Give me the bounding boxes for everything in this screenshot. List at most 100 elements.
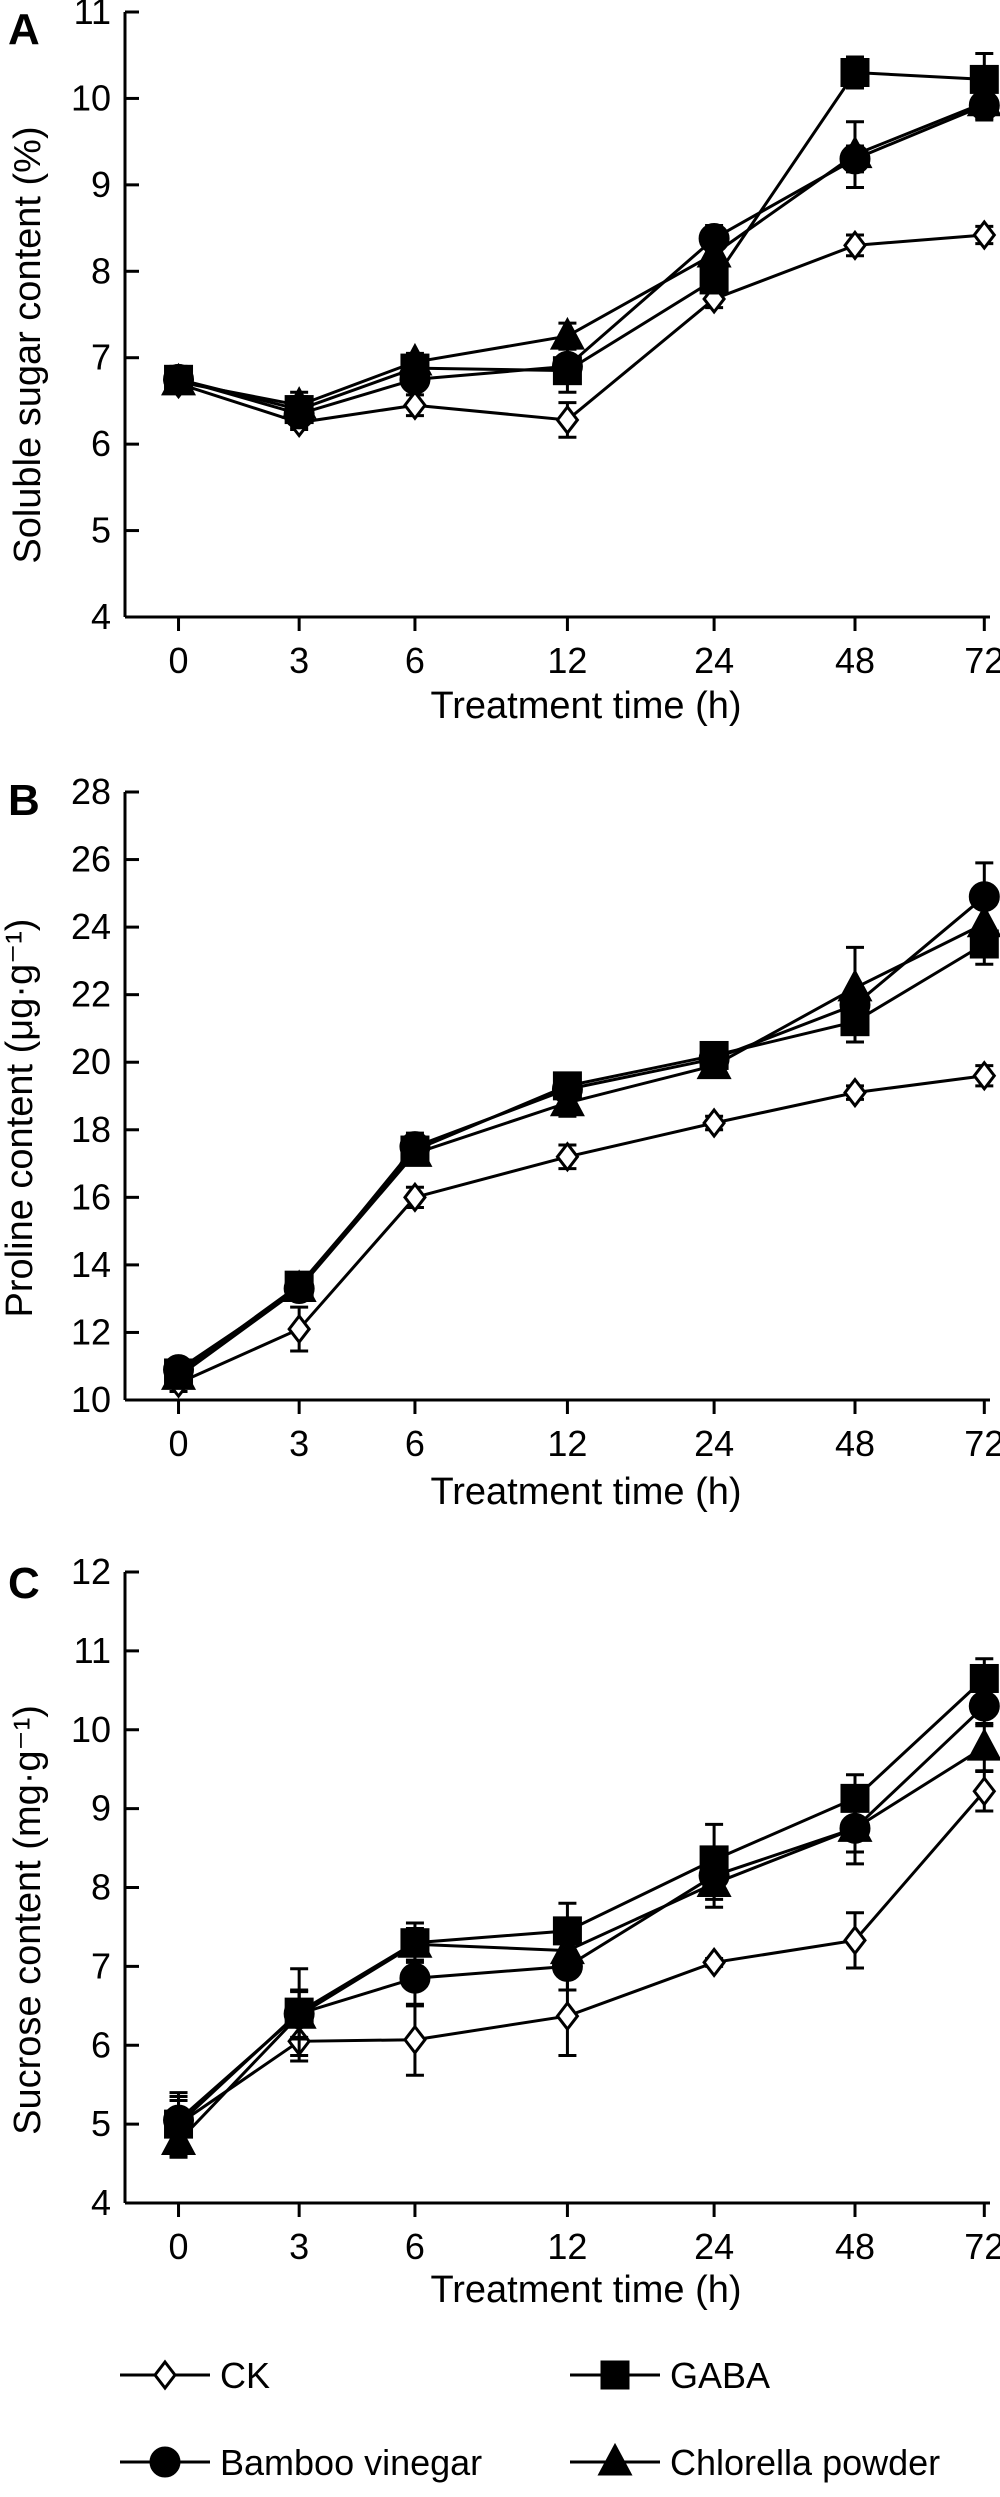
x-tick-label: 12 (547, 1423, 587, 1464)
data-point (696, 1046, 732, 1080)
data-point (966, 1727, 1000, 1761)
data-point (837, 968, 873, 1002)
data-point (843, 229, 867, 261)
data-point (551, 350, 583, 382)
y-tick-label: 8 (91, 1867, 111, 1908)
y-tick-label: 7 (91, 1945, 111, 1986)
data-point (161, 362, 197, 396)
y-tick-label: 9 (91, 1788, 111, 1829)
y-tick-label: 26 (71, 839, 111, 880)
y-tick-label: 10 (71, 1379, 111, 1420)
panel-b-x-axis-label: Treatment time (h) (430, 1471, 741, 1513)
y-tick-label: 6 (91, 423, 111, 464)
data-point (966, 904, 1000, 938)
legend-item-gaba: GABA (570, 2355, 770, 2396)
x-tick-label: 6 (405, 1423, 425, 1464)
x-tick-label: 48 (835, 1423, 875, 1464)
series-gaba (164, 1657, 999, 2150)
data-point (555, 2000, 580, 2032)
x-tick-label: 48 (835, 640, 875, 681)
series-ck (166, 1060, 997, 1399)
legend-marker (149, 2446, 181, 2478)
data-point (966, 83, 1000, 117)
legend-item-bamboo-vinegar: Bamboo vinegar (120, 2442, 482, 2483)
data-point (281, 386, 317, 419)
data-point (555, 404, 580, 436)
panel-c-label: C (8, 1559, 40, 1608)
series-chlorella-powder (161, 901, 1000, 1390)
panel-a: A 4 5 6 7 8 9 10 11 0 3 6 12 24 48 72 Treatment time (… (7, 0, 1000, 727)
x-tick-label: 48 (835, 2226, 875, 2267)
data-point (281, 1996, 317, 2029)
legend-label: Bamboo vinegar (220, 2442, 482, 2483)
data-point (972, 1060, 997, 1092)
y-tick-label: 4 (91, 596, 111, 637)
data-point (555, 1141, 580, 1173)
y-tick-label: 18 (71, 1109, 111, 1150)
panel-b-label: B (8, 776, 40, 825)
data-point (696, 234, 732, 268)
data-point (403, 2024, 427, 2056)
data-point (161, 1357, 197, 1390)
data-point (287, 1313, 312, 1345)
data-point (397, 1925, 433, 1958)
y-tick-label: 12 (71, 1551, 111, 1592)
x-tick-label: 0 (169, 1423, 189, 1464)
panel-a-x-axis-label: Treatment time (h) (430, 685, 741, 727)
data-point (699, 265, 729, 295)
y-tick-label: 24 (71, 906, 111, 947)
x-tick-label: 24 (694, 2226, 734, 2267)
data-point (702, 1946, 726, 1978)
data-point (696, 1864, 732, 1898)
data-point (972, 219, 997, 251)
panel-c-plot: 4 5 6 7 8 9 10 11 12 0 3 6 12 24 48 72 (71, 1551, 1000, 2267)
x-tick-label: 3 (289, 640, 309, 681)
data-point (403, 389, 427, 421)
y-tick-label: 10 (71, 1709, 111, 1750)
data-point (968, 1690, 1000, 1722)
data-point (549, 316, 585, 350)
panel-b-plot: 10 12 14 16 18 20 22 24 26 28 0 3 6 12 24 48 72 (71, 771, 1000, 1464)
x-tick-label: 0 (169, 640, 189, 681)
y-tick-label: 8 (91, 250, 111, 291)
legend-label: Chlorella powder (670, 2442, 940, 2483)
y-tick-label: 5 (91, 2103, 111, 2144)
legend-label: GABA (670, 2355, 770, 2396)
y-tick-label: 4 (91, 2182, 111, 2223)
data-point (161, 2122, 197, 2155)
y-tick-label: 10 (71, 77, 111, 118)
panel-a-y-axis-label: Soluble sugar content (%) (7, 126, 49, 563)
legend-marker (600, 2360, 630, 2390)
data-point (549, 1083, 585, 1117)
x-tick-label: 12 (547, 640, 587, 681)
x-tick-label: 72 (964, 640, 1000, 681)
y-tick-label: 16 (71, 1176, 111, 1217)
panel-a-plot: 4 5 6 7 8 9 10 11 0 3 6 12 24 48 72 (71, 0, 1000, 681)
panel-c-x-axis-label: Treatment time (h) (430, 2269, 741, 2311)
data-point (972, 1775, 997, 1807)
data-point (397, 1134, 433, 1167)
series-chlorella-powder (161, 83, 1000, 419)
x-tick-label: 24 (694, 640, 734, 681)
y-tick-label: 7 (91, 337, 111, 378)
x-tick-label: 72 (964, 1423, 1000, 1464)
legend-label: CK (220, 2355, 270, 2396)
y-tick-label: 11 (74, 0, 111, 32)
y-tick-label: 20 (71, 1041, 111, 1082)
panel-c: C 4 5 6 7 8 9 10 11 12 0 3 6 12 24 48 72 Treatment time… (7, 1551, 1000, 2311)
legend-marker (153, 2359, 177, 2391)
data-point (837, 135, 873, 169)
data-point (399, 1962, 431, 1994)
x-tick-label: 72 (964, 2226, 1000, 2267)
data-point (843, 1924, 867, 1956)
panel-b-y-axis-label: Proline content (μg·g⁻¹) (0, 919, 41, 1318)
y-tick-label: 5 (91, 510, 111, 551)
data-point (403, 1181, 427, 1213)
data-point (837, 1809, 873, 1842)
legend-item-ck: CK (120, 2355, 270, 2396)
panel-a-label: A (8, 5, 40, 54)
y-tick-label: 6 (91, 2024, 111, 2065)
x-tick-label: 12 (547, 2226, 587, 2267)
y-tick-label: 22 (71, 974, 111, 1015)
